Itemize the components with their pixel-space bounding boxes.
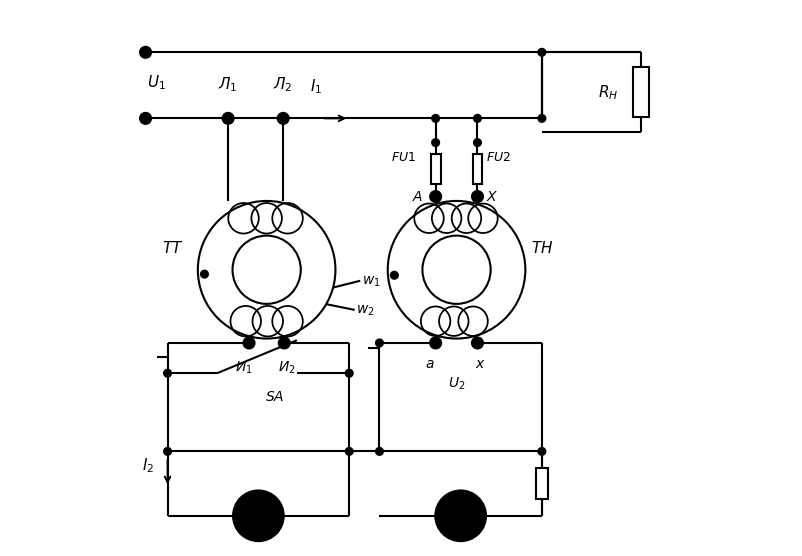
Circle shape <box>537 48 545 56</box>
Circle shape <box>233 490 283 541</box>
Circle shape <box>431 139 439 146</box>
Bar <box>430 153 440 184</box>
Circle shape <box>200 270 208 278</box>
Text: $PA$: $PA$ <box>250 510 265 522</box>
Circle shape <box>277 113 288 124</box>
Circle shape <box>375 339 383 347</box>
Text: $\mathit{SA}$: $\mathit{SA}$ <box>265 390 284 404</box>
Circle shape <box>472 337 482 349</box>
Text: $I_2$: $I_2$ <box>142 456 154 474</box>
Circle shape <box>473 139 480 146</box>
Text: $U_1$: $U_1$ <box>147 73 166 92</box>
Bar <box>535 469 547 499</box>
Circle shape <box>197 201 335 339</box>
Text: $A$: $A$ <box>411 190 423 203</box>
Text: $U_2$: $U_2$ <box>448 376 464 393</box>
Circle shape <box>430 191 440 202</box>
Text: $TT$: $TT$ <box>162 240 184 256</box>
Text: $\mathit{Л}_2$: $\mathit{Л}_2$ <box>273 75 293 93</box>
Circle shape <box>473 115 480 122</box>
Circle shape <box>472 191 482 202</box>
Text: $TH$: $TH$ <box>530 240 553 256</box>
Circle shape <box>278 337 290 349</box>
Circle shape <box>375 448 383 455</box>
Circle shape <box>430 337 440 349</box>
Text: $R_H$: $R_H$ <box>597 83 617 102</box>
Text: $FU2$: $FU2$ <box>485 151 510 164</box>
Circle shape <box>164 369 171 377</box>
Text: $w_2$: $w_2$ <box>356 304 375 318</box>
Circle shape <box>140 47 151 58</box>
Circle shape <box>387 201 525 339</box>
Text: $a$: $a$ <box>425 357 435 371</box>
Circle shape <box>431 115 439 122</box>
Circle shape <box>243 337 254 349</box>
Text: $\mathit{И}_1$: $\mathit{И}_1$ <box>234 360 252 376</box>
Text: $\mathit{Л}_1$: $\mathit{Л}_1$ <box>218 75 237 93</box>
Circle shape <box>390 271 398 279</box>
Circle shape <box>222 113 233 124</box>
Text: $FU1$: $FU1$ <box>391 151 416 164</box>
Bar <box>472 153 482 184</box>
Bar <box>633 67 648 117</box>
Text: $PV$: $PV$ <box>452 510 468 522</box>
Text: $w_1$: $w_1$ <box>362 274 380 289</box>
Circle shape <box>537 448 545 455</box>
Circle shape <box>422 236 490 304</box>
Circle shape <box>435 490 485 541</box>
Text: $I_1$: $I_1$ <box>310 78 322 96</box>
Circle shape <box>140 113 151 124</box>
Text: $X$: $X$ <box>485 190 497 203</box>
Text: $\mathit{И}_2$: $\mathit{И}_2$ <box>277 360 295 376</box>
Circle shape <box>233 236 301 304</box>
Circle shape <box>345 448 353 455</box>
Circle shape <box>345 369 353 377</box>
Circle shape <box>537 115 545 122</box>
Circle shape <box>164 448 171 455</box>
Text: $x$: $x$ <box>474 357 485 371</box>
